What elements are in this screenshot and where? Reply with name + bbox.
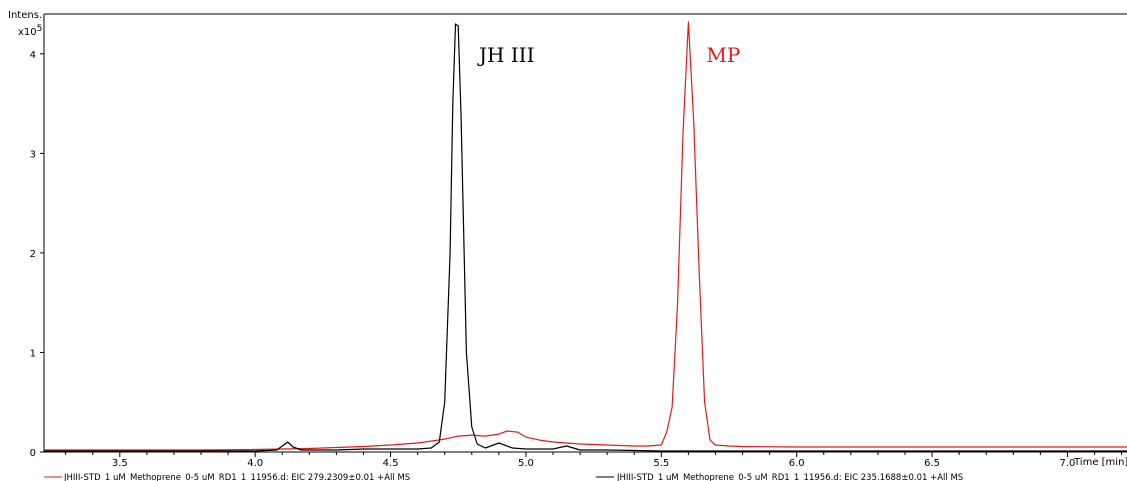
x-axis-ticks: 3.5 4.0 4.5 5.0 5.5 6.0 6.5 7.0 <box>65 452 1123 469</box>
x-tick-label: 6.0 <box>789 458 805 469</box>
y-axis-exponent: 5 <box>37 24 43 34</box>
y-tick-label: 0 <box>30 448 36 459</box>
peak-label-0: JH III <box>477 43 535 67</box>
y-tick-label: 2 <box>30 249 36 260</box>
x-tick-label: 4.5 <box>383 458 399 469</box>
legend-label-eic-279: JHIII-STD_1 uM_Methoprene_0-5 uM_RD1_1_1… <box>63 473 410 481</box>
x-axis-title: Time [min] <box>1073 457 1127 468</box>
legend-label-eic-235: JHIII-STD_1 uM_Methoprene_0-5 uM_RD1_1_1… <box>616 473 963 481</box>
peak-annotations: JH III MP <box>477 43 740 67</box>
y-tick-label: 3 <box>30 149 36 160</box>
y-axis-ticks: 0 1 2 3 4 <box>30 50 44 459</box>
y-tick-label: 4 <box>30 50 36 61</box>
series-layer <box>44 21 1127 452</box>
x-tick-label: 6.5 <box>924 458 940 469</box>
x-tick-label: 5.0 <box>518 458 534 469</box>
y-tick-label: 1 <box>30 348 36 359</box>
series-line-1 <box>44 23 1127 452</box>
peak-label-1: MP <box>706 43 740 67</box>
y-axis-title: Intens. <box>8 10 42 21</box>
x-tick-label: 3.5 <box>112 458 128 469</box>
x-tick-label: 4.0 <box>247 458 263 469</box>
legend: JHIII-STD_1 uM_Methoprene_0-5 uM_RD1_1_1… <box>44 473 963 481</box>
series-line-0 <box>44 21 1127 451</box>
x-tick-label: 5.5 <box>653 458 669 469</box>
y-axis-multiplier: x105 <box>18 24 42 38</box>
x-tick-label: 7.0 <box>1059 458 1075 469</box>
